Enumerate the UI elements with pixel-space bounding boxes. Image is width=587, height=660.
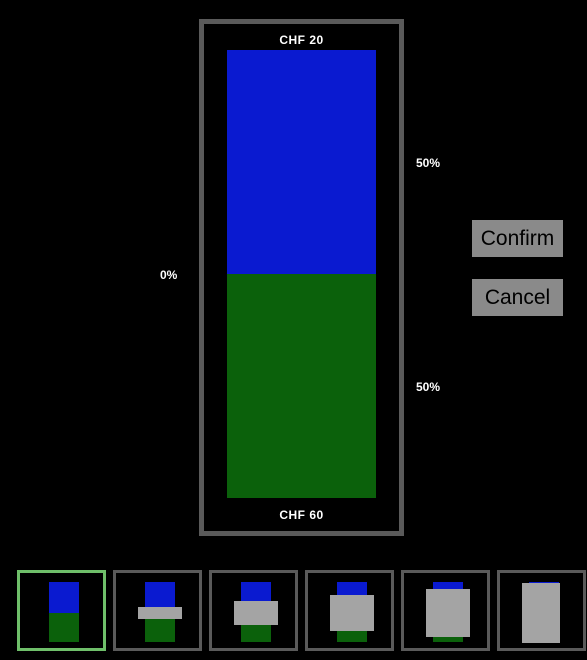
bar-frame (199, 19, 404, 536)
bottom-amount-label: CHF 60 (279, 508, 324, 522)
thumbnail-option-3[interactable] (209, 570, 298, 651)
thumbnail-cover (138, 607, 182, 619)
thumbnail-option-6[interactable] (497, 570, 586, 651)
thumbnail-option-1[interactable] (17, 570, 106, 651)
thumbnail-cover (522, 583, 560, 643)
thumbnail-top-segment (49, 582, 79, 613)
thumbnail-cover (234, 601, 278, 625)
thumbnail-option-4[interactable] (305, 570, 394, 651)
bottom-percentage: 50% (416, 380, 441, 394)
thumbnail-bottom-segment (49, 613, 79, 642)
thumbnail-cover (426, 589, 470, 637)
middle-percentage: 0% (160, 268, 178, 282)
thumbnail-option-2[interactable] (113, 570, 202, 651)
top-amount-label: CHF 20 (279, 33, 324, 47)
thumbnail-cover (330, 595, 374, 631)
bottom-segment (227, 274, 376, 498)
confirm-button[interactable]: Confirm (472, 220, 563, 257)
cancel-button[interactable]: Cancel (472, 279, 563, 316)
thumbnail-strip (0, 568, 587, 654)
top-segment (227, 50, 376, 274)
thumbnail-option-5[interactable] (401, 570, 490, 651)
top-percentage: 50% (416, 156, 441, 170)
